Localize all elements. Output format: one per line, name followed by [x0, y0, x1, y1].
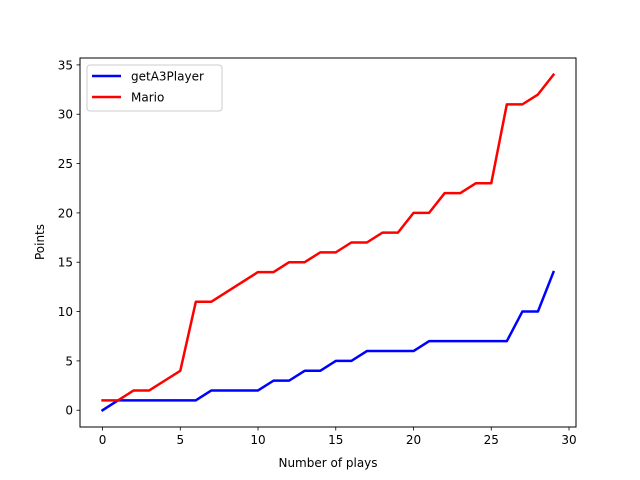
legend-label-mario: Mario — [131, 91, 164, 105]
legend: getA3Player Mario — [86, 64, 223, 112]
y-axis: 0 5 10 15 20 25 30 35 — [58, 58, 80, 418]
legend-label-geta3player: getA3Player — [131, 70, 204, 84]
x-tick-label: 5 — [176, 433, 184, 447]
axes-frame — [79, 57, 577, 428]
x-tick-label: 30 — [561, 433, 576, 447]
x-tick-label: 0 — [99, 433, 107, 447]
y-tick-label: 10 — [58, 305, 73, 319]
y-tick-label: 0 — [65, 404, 73, 418]
x-tick-label: 25 — [484, 433, 499, 447]
y-axis-label: Points — [33, 224, 47, 260]
x-tick-label: 10 — [250, 433, 265, 447]
x-tick-label: 15 — [328, 433, 343, 447]
y-tick-label: 5 — [65, 354, 73, 368]
y-tick-label: 20 — [58, 206, 73, 220]
y-tick-label: 15 — [58, 256, 73, 270]
series-line-mario — [101, 73, 556, 402]
x-axis: 0 5 10 15 20 25 30 — [99, 427, 577, 447]
y-tick-label: 30 — [58, 108, 73, 122]
x-tick-label: 20 — [406, 433, 421, 447]
series-line-geta3player — [100, 270, 556, 412]
y-tick-label: 25 — [58, 157, 73, 171]
y-tick-label: 35 — [58, 58, 73, 72]
plot-area — [100, 73, 556, 412]
x-axis-label: Number of plays — [278, 456, 377, 470]
